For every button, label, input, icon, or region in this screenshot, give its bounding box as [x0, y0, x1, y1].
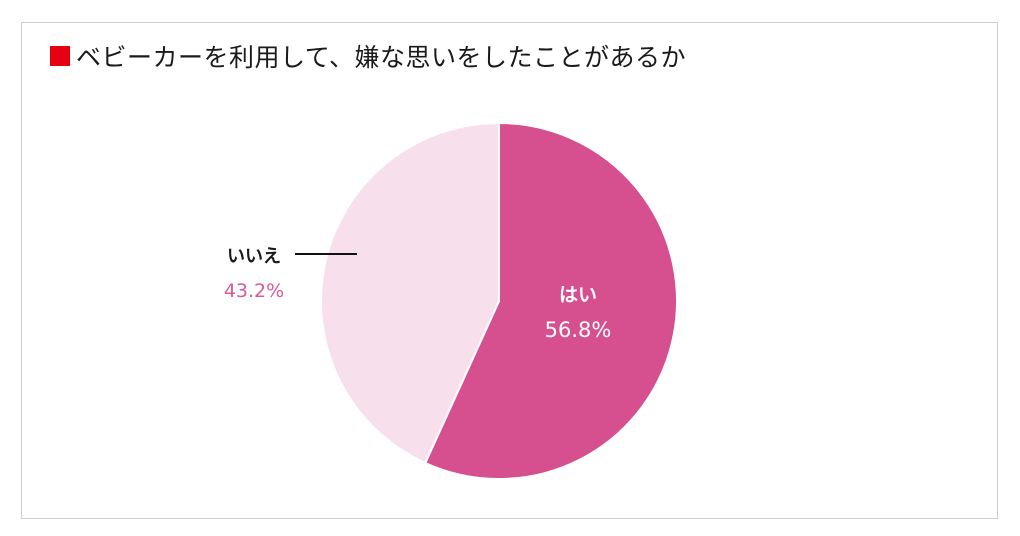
chart-title-text: ベビーカーを利用して、嫌な思いをしたことがあるか — [76, 43, 687, 72]
slice-label-yes: はい — [559, 284, 597, 306]
pie-slice-no — [320, 121, 500, 465]
slice-percent-no: 43.2% — [224, 280, 284, 302]
slice-percent-yes: 56.8% — [545, 318, 612, 342]
pie-slice-yes — [423, 121, 678, 480]
title-marker-icon — [50, 46, 70, 66]
slice-label-no: いいえ — [227, 246, 281, 267]
chart-title: ベビーカーを利用して、嫌な思いをしたことがあるか — [50, 36, 686, 76]
